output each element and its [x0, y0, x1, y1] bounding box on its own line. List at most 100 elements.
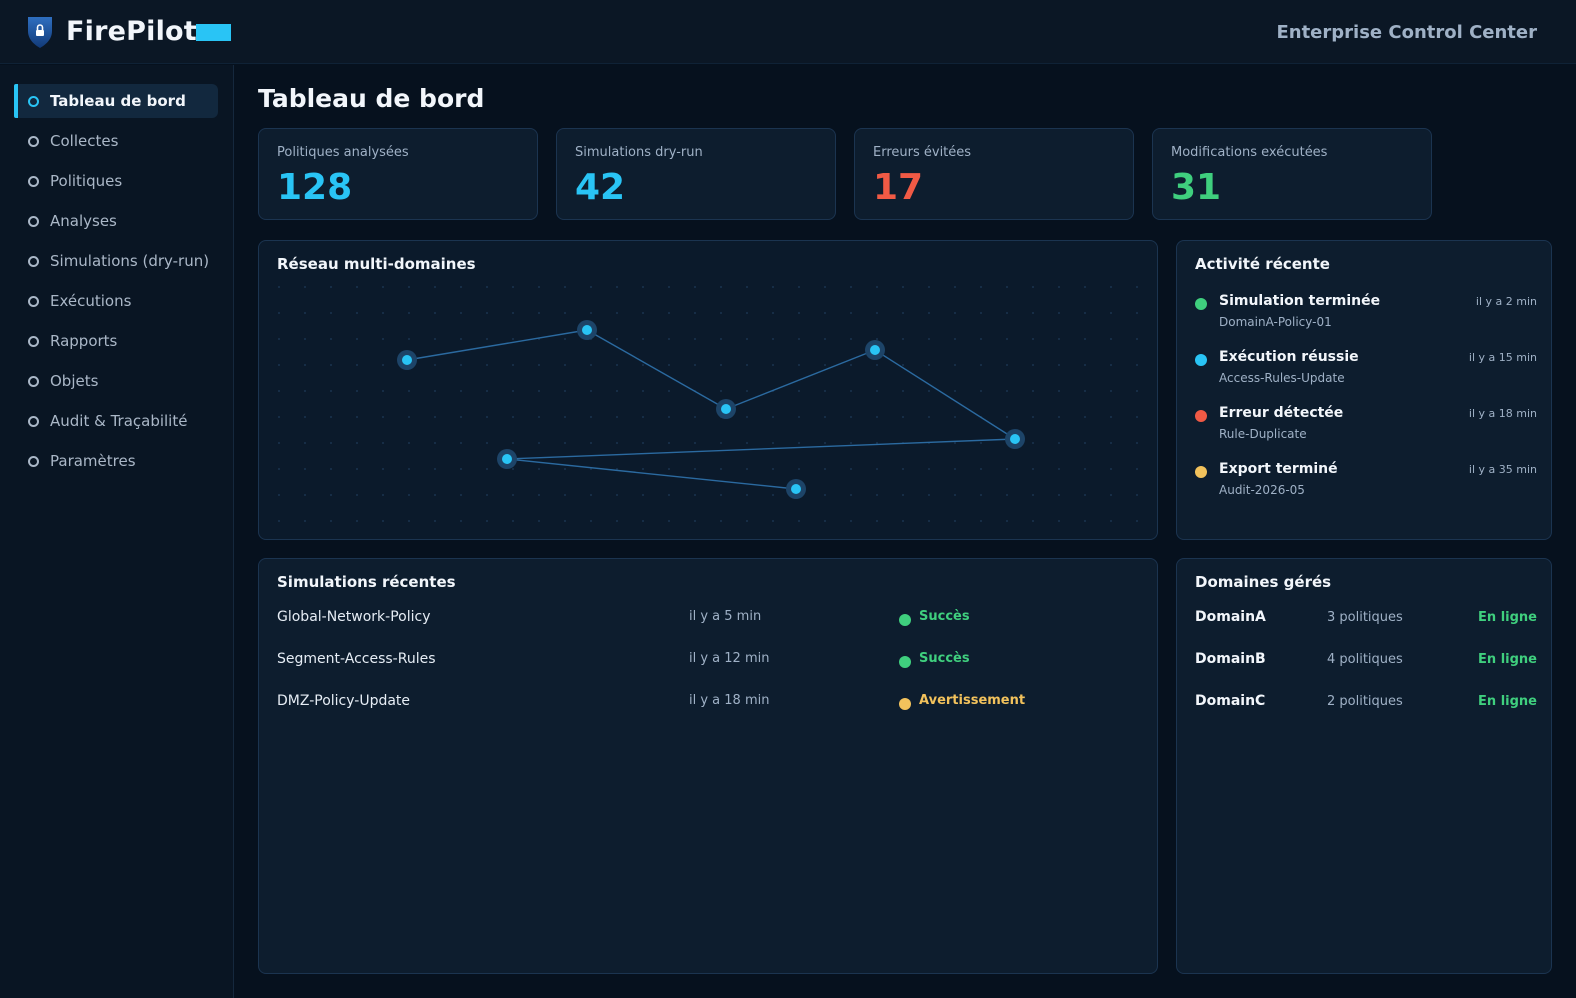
- sidebar-item-parametres[interactable]: Paramètres: [14, 444, 218, 478]
- network-link: [586, 329, 727, 410]
- grid-dot: [668, 442, 670, 444]
- activity-item[interactable]: Erreur détectée Rule-Duplicate il y a 18…: [1195, 405, 1537, 449]
- grid-dot: [512, 312, 514, 314]
- activity-item-subtitle: Audit-2026-05: [1219, 483, 1305, 497]
- grid-dot: [1058, 286, 1060, 288]
- activity-item-time: il y a 2 min: [1475, 295, 1537, 308]
- grid-dot: [382, 520, 384, 522]
- grid-dot: [408, 494, 410, 496]
- activity-item-title: Simulation terminée: [1219, 293, 1381, 309]
- grid-dot: [460, 494, 462, 496]
- grid-dot: [1110, 338, 1112, 340]
- grid-dot: [980, 312, 982, 314]
- grid-dot: [928, 364, 930, 366]
- grid-dot: [1006, 390, 1008, 392]
- grid-dot: [798, 416, 800, 418]
- sidebar-item-label: Tableau de bord: [50, 92, 186, 110]
- grid-dot: [460, 364, 462, 366]
- list-item[interactable]: DomainB 4 politiques En ligne: [1195, 651, 1537, 671]
- grid-dot: [694, 416, 696, 418]
- table-row[interactable]: DMZ-Policy-Update il y a 18 min Avertiss…: [277, 693, 1137, 713]
- grid-dot: [694, 338, 696, 340]
- sidebar-item-audit[interactable]: Audit & Traçabilité: [14, 404, 218, 438]
- grid-dot: [408, 390, 410, 392]
- sidebar-item-rapports[interactable]: Rapports: [14, 324, 218, 358]
- grid-dot: [642, 390, 644, 392]
- grid-dot: [746, 338, 748, 340]
- activity-item[interactable]: Exécution réussie Access-Rules-Update il…: [1195, 349, 1537, 393]
- grid-dot: [278, 520, 280, 522]
- sidebar-item-collectes[interactable]: Collectes: [14, 124, 218, 158]
- network-node[interactable]: [497, 449, 517, 469]
- grid-dot: [1136, 286, 1138, 288]
- status-badge: En ligne: [1478, 610, 1537, 625]
- grid-dot: [694, 494, 696, 496]
- grid-dot: [564, 520, 566, 522]
- grid-dot: [278, 442, 280, 444]
- grid-dot: [616, 390, 618, 392]
- grid-dot: [616, 468, 618, 470]
- network-node[interactable]: [865, 340, 885, 360]
- sidebar-item-analyses[interactable]: Analyses: [14, 204, 218, 238]
- grid-dot: [954, 468, 956, 470]
- network-node[interactable]: [1005, 429, 1025, 449]
- grid-dot: [460, 286, 462, 288]
- grid-dot: [876, 338, 878, 340]
- grid-dot: [746, 442, 748, 444]
- grid-dot: [486, 364, 488, 366]
- app-header: FirePilot Enterprise Control Center: [0, 0, 1576, 64]
- sidebar-item-objets[interactable]: Objets: [14, 364, 218, 398]
- domains-card: Domaines gérés DomainA 3 politiques En l…: [1176, 558, 1552, 974]
- grid-dot: [980, 338, 982, 340]
- grid-dot: [720, 390, 722, 392]
- grid-dot: [928, 338, 930, 340]
- grid-dot: [642, 442, 644, 444]
- grid-dot: [720, 338, 722, 340]
- grid-dot: [746, 286, 748, 288]
- network-node[interactable]: [786, 479, 806, 499]
- grid-dot: [1084, 520, 1086, 522]
- stat-card-simulations: Simulations dry-run 42: [556, 128, 836, 220]
- grid-dot: [824, 468, 826, 470]
- grid-dot: [850, 390, 852, 392]
- grid-dot: [720, 494, 722, 496]
- grid-dot: [824, 442, 826, 444]
- grid-dot: [1058, 338, 1060, 340]
- grid-dot: [798, 364, 800, 366]
- network-node[interactable]: [577, 320, 597, 340]
- grid-dot: [824, 364, 826, 366]
- network-node[interactable]: [716, 399, 736, 419]
- list-item[interactable]: DomainA 3 politiques En ligne: [1195, 609, 1537, 629]
- grid-dot: [746, 468, 748, 470]
- grid-dot: [1084, 416, 1086, 418]
- activity-item[interactable]: Simulation terminée DomainA-Policy-01 il…: [1195, 293, 1537, 337]
- grid-dot: [460, 338, 462, 340]
- list-item[interactable]: DomainC 2 politiques En ligne: [1195, 693, 1537, 713]
- sidebar-item-tableau-de-bord[interactable]: Tableau de bord: [14, 84, 218, 118]
- grid-dot: [1032, 390, 1034, 392]
- grid-dot: [590, 312, 592, 314]
- grid-dot: [772, 416, 774, 418]
- status-dot: [899, 698, 911, 710]
- grid-dot: [434, 494, 436, 496]
- table-row[interactable]: Segment-Access-Rules il y a 12 min Succè…: [277, 651, 1137, 671]
- grid-dot: [590, 416, 592, 418]
- activity-item[interactable]: Export terminé Audit-2026-05 il y a 35 m…: [1195, 461, 1537, 505]
- grid-dot: [278, 312, 280, 314]
- grid-dot: [902, 338, 904, 340]
- simulations-card: Simulations récentes Global-Network-Poli…: [258, 558, 1158, 974]
- domain-name: DomainA: [1195, 609, 1266, 625]
- activity-item-subtitle: DomainA-Policy-01: [1219, 315, 1332, 329]
- sidebar-item-politiques[interactable]: Politiques: [14, 164, 218, 198]
- network-node[interactable]: [397, 350, 417, 370]
- grid-dot: [382, 442, 384, 444]
- grid-dot: [1032, 312, 1034, 314]
- circle-icon: [28, 135, 39, 147]
- table-row[interactable]: Global-Network-Policy il y a 5 min Succè…: [277, 609, 1137, 629]
- grid-dot: [512, 390, 514, 392]
- sidebar-item-simulations[interactable]: Simulations (dry-run): [14, 244, 218, 278]
- grid-dot: [1006, 416, 1008, 418]
- grid-dot: [668, 520, 670, 522]
- grid-dot: [382, 390, 384, 392]
- sidebar-item-executions[interactable]: Exécutions: [14, 284, 218, 318]
